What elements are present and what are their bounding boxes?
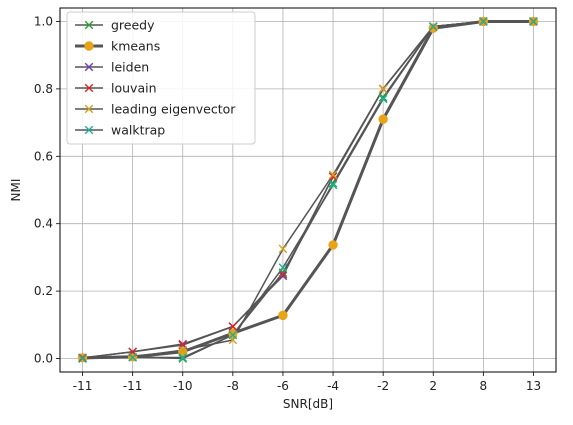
legend-label: louvain [111, 81, 157, 96]
data-point-louvain [328, 172, 338, 181]
x-tick-label: -2 [377, 379, 389, 393]
legend-marker [84, 125, 94, 135]
series-markers [77, 16, 539, 363]
data-point-leading-eigenvector [328, 170, 338, 180]
x-axis-label: SNR[dB] [283, 397, 333, 411]
data-point-leading-eigenvector [378, 84, 388, 94]
data-point-kmeans [228, 328, 238, 338]
grid-lines [60, 8, 556, 372]
x-tick-label: -4 [327, 379, 339, 393]
data-point-walktrap [378, 94, 388, 104]
series-line-kmeans [82, 19, 534, 360]
x-tick-label: 8 [480, 379, 488, 393]
series-line-walktrap [82, 20, 534, 360]
x-tick-label: -8 [227, 379, 239, 393]
legend-marker [84, 104, 94, 114]
data-point-greedy [328, 178, 338, 188]
data-point-walktrap [328, 180, 338, 190]
data-point-walktrap [529, 17, 538, 26]
data-point-walktrap [78, 354, 87, 363]
legend-marker [84, 20, 94, 30]
data-point-walktrap [278, 263, 288, 272]
y-tick-label: 0.6 [34, 149, 53, 163]
data-point-walktrap [479, 17, 488, 26]
x-tick-label: -6 [277, 379, 289, 393]
data-point-greedy [378, 93, 388, 102]
x-tick-label: 13 [526, 379, 541, 393]
y-tick-label: 0.0 [34, 352, 53, 366]
plot-frame [59, 7, 557, 373]
legend: greedy kmeans leiden louvain leading eigenve… [66, 11, 256, 145]
legend-label: greedy [111, 18, 155, 33]
x-tick-label: -11 [123, 379, 143, 393]
data-point-leading-eigenvector [178, 345, 188, 355]
y-tick-label: 0.8 [34, 82, 53, 96]
data-point-greedy [178, 354, 188, 363]
data-point-louvain [178, 339, 188, 349]
data-point-walktrap [228, 330, 238, 340]
legend-marker [84, 62, 94, 72]
data-point-kmeans [378, 114, 388, 124]
legend-label: leiden [111, 60, 149, 75]
data-point-louvain [228, 322, 238, 331]
y-tick-label: 0.4 [34, 217, 53, 231]
legend-label: kmeans [111, 39, 160, 54]
data-point-kmeans [178, 347, 188, 357]
data-point-kmeans [428, 23, 438, 33]
series-lines [82, 19, 534, 360]
legend-box [66, 11, 256, 145]
legend-label: leading eigenvector [111, 102, 236, 117]
y-axis-ticks: 0.0 0.2 0.4 0.6 0.8 1.0 [34, 14, 60, 366]
data-point-leading-eigenvector [278, 244, 288, 254]
data-point-kmeans [328, 240, 338, 250]
data-point-kmeans [278, 310, 288, 321]
data-point-walktrap [178, 353, 188, 362]
x-axis-ticks: -11 -11 -10 -8 -6 -4 -2 2 8 13 [73, 372, 541, 393]
legend-marker [84, 41, 94, 51]
x-tick-label: -10 [173, 379, 193, 393]
data-point-walktrap [428, 22, 438, 31]
x-tick-label: 2 [429, 379, 437, 393]
legend-marker [84, 83, 94, 93]
data-point-leiden [278, 271, 288, 281]
y-tick-label: 1.0 [34, 14, 53, 28]
y-tick-label: 0.2 [34, 284, 53, 298]
x-tick-label: -11 [73, 379, 93, 393]
data-point-walktrap [128, 353, 137, 362]
y-axis-label: NMI [9, 179, 23, 202]
data-point-louvain [278, 269, 288, 279]
legend-label: walktrap [111, 123, 165, 138]
